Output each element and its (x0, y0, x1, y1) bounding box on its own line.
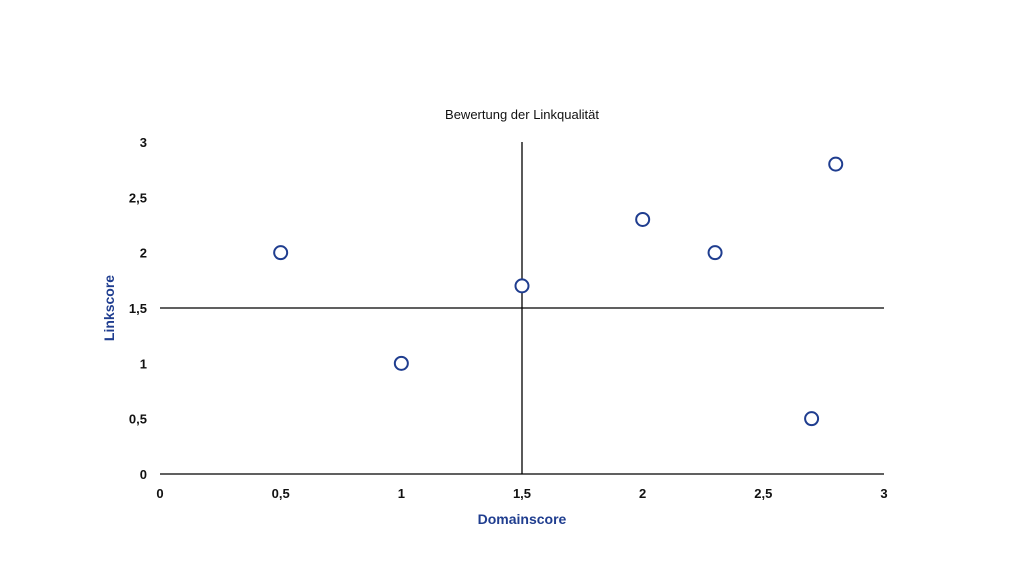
reference-lines (160, 142, 884, 474)
y-tick-label: 1 (140, 356, 147, 371)
y-tick-label: 2,5 (129, 190, 147, 205)
data-points (273, 156, 844, 427)
data-point (514, 278, 530, 294)
x-tick-label: 2,5 (754, 486, 772, 501)
y-tick-label: 3 (140, 135, 147, 150)
x-tick-label: 0,5 (272, 486, 290, 501)
y-tick-label: 0 (140, 467, 147, 482)
data-point (273, 245, 289, 261)
x-axis-label: Domainscore (478, 511, 567, 527)
data-point (635, 211, 651, 227)
y-tick-label: 0,5 (129, 412, 147, 427)
x-tick-label: 0 (156, 486, 163, 501)
data-point (707, 245, 723, 261)
y-tick-label: 2 (140, 246, 147, 261)
data-point (393, 355, 409, 371)
x-tick-label: 1 (398, 486, 405, 501)
x-tick-label: 1,5 (513, 486, 531, 501)
y-axis: 0 0,5 1 1,5 2 2,5 3 (129, 135, 147, 482)
data-point (804, 411, 820, 427)
data-point (828, 156, 844, 172)
chart-title: Bewertung der Linkqualität (445, 107, 599, 122)
x-tick-label: 2 (639, 486, 646, 501)
y-axis-label: Linkscore (101, 275, 117, 341)
y-tick-label: 1,5 (129, 301, 147, 316)
x-tick-label: 3 (880, 486, 887, 501)
x-axis: 0 0,5 1 1,5 2 2,5 3 (156, 473, 888, 501)
